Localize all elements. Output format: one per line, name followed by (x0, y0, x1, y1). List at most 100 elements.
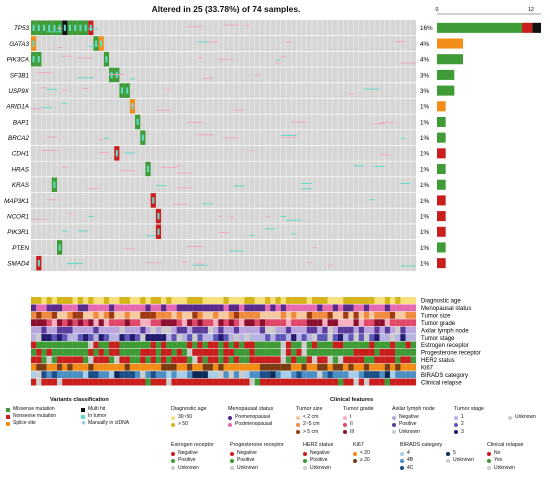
clinical-cell (358, 348, 365, 356)
clinical-cell (67, 326, 73, 334)
clinical-cell (400, 334, 406, 341)
clinical-cell (93, 334, 99, 341)
clinical-cell (270, 363, 276, 371)
clinical-cell (410, 326, 417, 334)
in-tumor-marker (141, 134, 144, 141)
clinical-cell (93, 356, 99, 364)
clinical-cell (239, 356, 245, 364)
clinical-cell (270, 326, 276, 334)
clinical-cell (265, 378, 271, 386)
clinical-cell (187, 341, 193, 349)
clinical-cell (317, 297, 323, 304)
clinical-legend-item: Unknown (392, 429, 435, 436)
clinical-cell (275, 371, 281, 379)
clinical-cell (129, 326, 136, 334)
clinical-cell (72, 378, 78, 386)
clinical-cell (150, 371, 156, 379)
clinical-cell (400, 371, 406, 379)
clinical-track-label: BIRADS category (421, 373, 468, 379)
variant-tick (176, 172, 193, 174)
clinical-cell (317, 356, 323, 364)
clinical-cell (109, 311, 115, 319)
clinical-cell (363, 334, 370, 341)
clinical-cell (384, 319, 391, 327)
clinical-cell (119, 311, 125, 319)
clinical-legend-item: Unknown (508, 414, 536, 421)
variant-tick (57, 27, 63, 29)
legend-swatch (171, 415, 175, 420)
legend-swatch (400, 466, 404, 471)
clinical-cell (119, 319, 125, 327)
clinical-cell (31, 341, 37, 349)
clinical-cell (181, 311, 188, 319)
variant-tick (155, 185, 167, 187)
clinical-cell (140, 334, 146, 341)
variant-tick (145, 262, 162, 264)
clinical-cell (400, 311, 406, 319)
clinical-cell (306, 378, 313, 386)
clinical-cell (171, 363, 177, 371)
clinical-cell (265, 326, 271, 334)
variant-tick (77, 77, 94, 79)
clinical-cell (114, 319, 120, 327)
clinical-cell (77, 356, 84, 364)
legend-swatch (230, 451, 234, 456)
clinical-cell (145, 297, 151, 304)
clinical-cell (161, 356, 167, 364)
legend-swatch (400, 451, 404, 456)
clinical-cell (197, 363, 203, 371)
clinical-cell (103, 341, 110, 349)
clinical-cell (114, 371, 120, 379)
clinical-cell (129, 356, 136, 364)
clinical-cell (187, 304, 193, 312)
clinical-cell (161, 334, 167, 341)
clinical-cell (348, 311, 354, 319)
clinical-cell (36, 348, 42, 356)
clinical-cell (129, 363, 136, 371)
clinical-cell (400, 341, 406, 349)
clinical-cell (166, 334, 172, 341)
percent-label: 1% (420, 182, 430, 189)
clinical-cell (83, 326, 89, 334)
clinical-cell (129, 371, 136, 379)
clinical-cell (31, 334, 37, 341)
legend-swatch (230, 466, 234, 471)
clinical-cell (98, 297, 104, 304)
clinical-cell (265, 334, 271, 341)
legend-swatch (81, 407, 85, 412)
gene-label: TP53 (14, 25, 30, 32)
gene-bar (437, 101, 446, 112)
clinical-cell (301, 304, 307, 312)
clinical-legend-group: 5 Unknown (446, 442, 474, 465)
clinical-cell (254, 319, 261, 327)
clinical-cell (259, 326, 266, 334)
clinical-cell (275, 319, 281, 327)
clinical-cell (374, 297, 380, 304)
clinical-cell (135, 319, 141, 327)
clinical-legend-item: Negative (230, 450, 284, 457)
clinical-cell (301, 311, 307, 319)
clinical-cell (410, 371, 417, 379)
clinical-cell (135, 341, 141, 349)
in-tumor-marker (115, 150, 118, 157)
legend-swatch (296, 415, 300, 420)
clinical-cell (379, 334, 385, 341)
variant-tick (155, 109, 172, 111)
clinical-cell (343, 363, 349, 371)
clinical-cell (41, 297, 47, 304)
variant-tick (275, 62, 281, 64)
clinical-cell (317, 348, 323, 356)
clinical-cell (161, 297, 167, 304)
clinical-cell (98, 371, 104, 379)
clinical-cell (202, 341, 208, 349)
clinical-cell (129, 297, 136, 304)
clinical-cell (322, 326, 328, 334)
clinical-legend-item: I (343, 414, 374, 421)
clinical-cell (254, 297, 261, 304)
clinical-cell (306, 363, 313, 371)
clinical-cell (57, 341, 63, 349)
gene-label: PIK3R1 (7, 229, 29, 236)
clinical-cell (36, 334, 42, 341)
clinical-cell (291, 356, 297, 364)
clinical-cell (296, 304, 302, 312)
